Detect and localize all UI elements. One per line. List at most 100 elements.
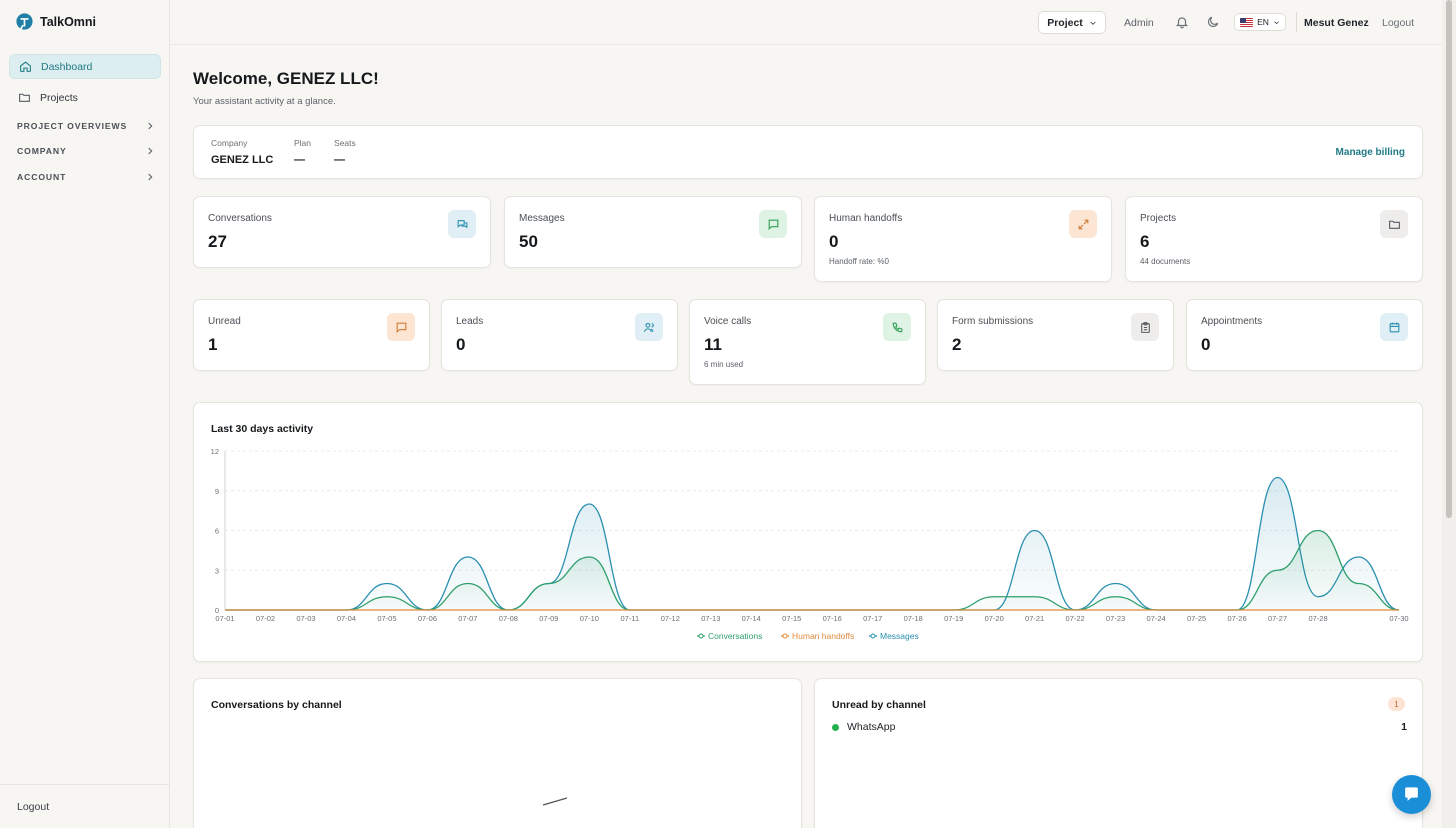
x-tick-label: 07-24 — [1147, 614, 1166, 623]
stat-label: Form submissions — [952, 316, 1034, 327]
y-tick-label: 6 — [215, 527, 219, 536]
x-tick-label: 07-01 — [215, 614, 234, 623]
plan-label: Plan — [294, 138, 312, 148]
bell-icon[interactable] — [1175, 15, 1189, 29]
language-label: EN — [1257, 17, 1269, 27]
x-tick-label: 07-27 — [1268, 614, 1287, 623]
x-tick-label: 07-20 — [985, 614, 1004, 623]
stat-label: Messages — [519, 213, 565, 224]
chat-widget-button[interactable] — [1392, 775, 1431, 814]
sidebar-section-account[interactable]: ACCOUNT — [17, 172, 155, 182]
unread-count-badge: 1 — [1388, 697, 1405, 711]
x-tick-label: 07-30 — [1389, 614, 1408, 623]
stat-label: Conversations — [208, 213, 272, 224]
y-tick-label: 12 — [211, 447, 219, 456]
x-tick-label: 07-21 — [1025, 614, 1044, 623]
channel-row-whatsapp[interactable]: WhatsApp 1 — [832, 721, 1407, 733]
app-name: TalkOmni — [40, 14, 97, 29]
stat-label: Voice calls — [704, 316, 752, 327]
x-tick-label: 07-17 — [863, 614, 882, 623]
stat-label: Projects — [1140, 213, 1177, 224]
expand-arrows-icon — [1069, 210, 1097, 238]
x-tick-label: 07-22 — [1066, 614, 1085, 623]
scrollbar-thumb[interactable] — [1446, 0, 1452, 518]
chevron-right-icon — [148, 147, 153, 155]
calendar-icon — [1380, 313, 1408, 341]
page-scrollbar[interactable] — [1442, 0, 1456, 828]
stat-label: Unread — [208, 316, 241, 327]
stat-card-projects[interactable]: Projects 6 44 documents — [1125, 196, 1423, 282]
stat-sub: Handoff rate: %0 — [829, 257, 889, 266]
stat-card-messages[interactable]: Messages 50 — [504, 196, 802, 268]
x-tick-label: 07-19 — [944, 614, 963, 623]
stat-card-unread[interactable]: Unread 1 — [193, 299, 430, 371]
stat-card-leads[interactable]: Leads 0 — [441, 299, 678, 371]
stat-label: Human handoffs — [829, 213, 903, 224]
company-card: Company GENEZ LLC Plan — Seats — Manage … — [193, 125, 1423, 179]
stat-card-appointments[interactable]: Appointments 0 — [1186, 299, 1423, 371]
sidebar-item-projects[interactable]: Projects — [9, 85, 161, 110]
whatsapp-status-dot — [832, 723, 839, 731]
x-tick-label: 07-04 — [337, 614, 356, 623]
moon-icon[interactable] — [1206, 15, 1220, 29]
x-tick-label: 07-26 — [1227, 614, 1246, 623]
plan-value: — — [294, 154, 305, 166]
topbar: Project Admin EN Mesut Genez Logout — [170, 0, 1442, 45]
chat-bubble-icon — [1405, 787, 1418, 801]
stat-card-conversations[interactable]: Conversations 27 — [193, 196, 491, 268]
pie-slice-edge — [542, 797, 568, 806]
stat-card-form-submissions[interactable]: Form submissions 2 — [937, 299, 1174, 371]
chat-bubbles-icon — [448, 210, 476, 238]
stat-label: Leads — [456, 316, 484, 327]
x-tick-label: 07-23 — [1106, 614, 1125, 623]
legend-label: Messages — [880, 631, 919, 641]
sidebar-item-dashboard[interactable]: Dashboard — [9, 54, 161, 79]
stat-card-voice-calls[interactable]: Voice calls 11 6 min used — [689, 299, 926, 385]
legend-label: Conversations — [708, 631, 762, 641]
stat-value: 0 — [829, 232, 839, 251]
folder-icon — [19, 93, 30, 102]
user-name[interactable]: Mesut Genez — [1304, 17, 1369, 29]
sidebar-footer: Logout — [0, 784, 169, 828]
x-tick-label: 07-18 — [904, 614, 923, 623]
unread-by-channel-card: Unread by channel 1 WhatsApp 1 — [814, 678, 1423, 828]
stat-sub: 6 min used — [704, 360, 744, 369]
x-tick-label: 07-28 — [1308, 614, 1327, 623]
x-tick-label: 07-14 — [742, 614, 761, 623]
sidebar-section-company[interactable]: COMPANY — [17, 146, 155, 156]
language-selector[interactable]: EN — [1234, 13, 1286, 31]
sidebar: TalkOmni Dashboard Projects PROJECT OVER… — [0, 0, 170, 828]
project-selector[interactable]: Project — [1038, 11, 1106, 34]
manage-billing-link[interactable]: Manage billing — [1335, 147, 1405, 158]
section-label: ACCOUNT — [17, 172, 67, 182]
chevron-down-icon — [1274, 20, 1279, 24]
stat-value: 50 — [519, 232, 538, 251]
chevron-down-icon — [1090, 21, 1096, 25]
legend-label: Human handoffs — [792, 631, 854, 641]
admin-link[interactable]: Admin — [1124, 17, 1154, 29]
stat-value: 11 — [704, 335, 722, 354]
chevron-right-icon — [148, 122, 153, 130]
y-tick-label: 9 — [215, 487, 219, 496]
sidebar-item-label: Projects — [40, 91, 78, 104]
series-line — [224, 476, 1400, 611]
stat-value: 6 — [1140, 232, 1150, 251]
stat-value: 0 — [456, 335, 466, 354]
logout-link[interactable]: Logout — [1382, 17, 1415, 29]
stat-value: 2 — [952, 335, 962, 354]
brand[interactable]: TalkOmni — [16, 13, 96, 30]
seats-info: Seats — — [334, 138, 356, 166]
x-tick-label: 07-02 — [256, 614, 275, 623]
plan-info: Plan — — [294, 138, 311, 166]
page-subtitle: Your assistant activity at a glance. — [193, 96, 336, 107]
x-tick-label: 07-09 — [539, 614, 558, 623]
stat-value: 1 — [208, 335, 218, 354]
clipboard-icon — [1131, 313, 1159, 341]
legend-marker — [782, 633, 788, 639]
card-title: Conversations by channel — [211, 699, 342, 711]
sidebar-logout-link[interactable]: Logout — [17, 801, 50, 813]
sidebar-section-project-overviews[interactable]: PROJECT OVERVIEWS — [17, 121, 155, 131]
stat-card-human-handoffs[interactable]: Human handoffs 0 Handoff rate: %0 — [814, 196, 1112, 282]
section-label: PROJECT OVERVIEWS — [17, 121, 128, 131]
seats-value: — — [334, 154, 345, 166]
